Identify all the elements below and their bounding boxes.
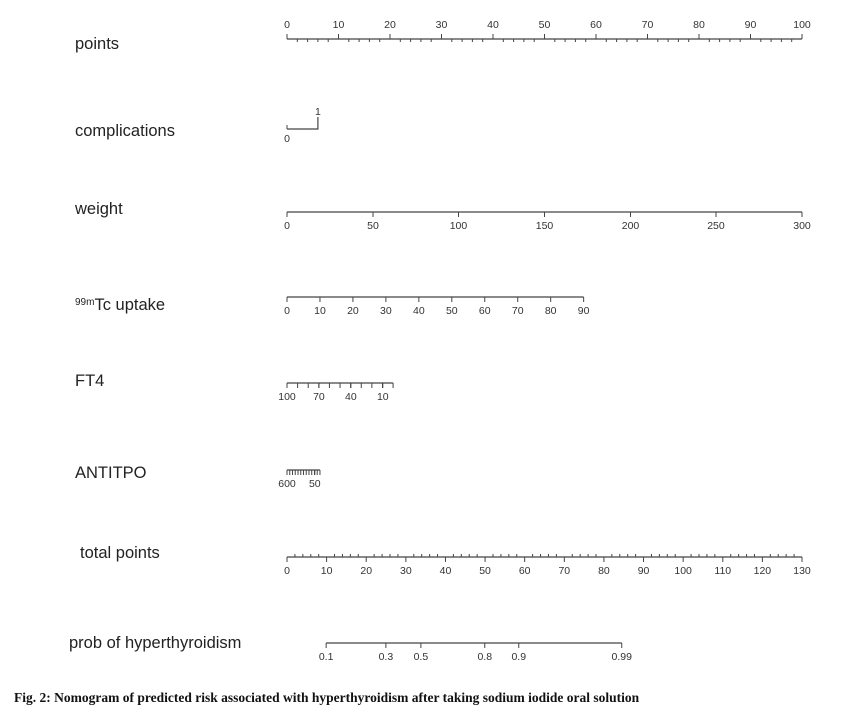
row-label-antitpo: ANTITPO	[75, 464, 147, 482]
tick-label-total_points-7: 70	[558, 565, 570, 577]
tick-label-points-5: 50	[539, 19, 551, 31]
tick-label-points-6: 60	[590, 19, 602, 31]
tick-label-points-2: 20	[384, 19, 396, 31]
tick-label-points-4: 40	[487, 19, 499, 31]
row-label-ft4: FT4	[75, 372, 104, 390]
tick-label-prob-0: 0.1	[319, 651, 334, 663]
tick-label-points-7: 70	[642, 19, 654, 31]
tick-label-points-3: 30	[436, 19, 448, 31]
tick-label-tc_uptake-4: 40	[413, 305, 425, 317]
tick-label-total_points-12: 120	[754, 565, 772, 577]
row-label-text-tc_uptake: Tc uptake	[94, 296, 165, 314]
axis-complications	[287, 117, 319, 130]
tick-label-total_points-3: 30	[400, 565, 412, 577]
tick-label-points-9: 90	[745, 19, 757, 31]
tick-label-prob-4: 0.9	[511, 651, 526, 663]
tick-label-tc_uptake-5: 50	[446, 305, 458, 317]
tick-label-tc_uptake-6: 60	[479, 305, 491, 317]
tick-label-points-1: 10	[333, 19, 345, 31]
tick-label-tc_uptake-3: 30	[380, 305, 392, 317]
tick-label-total_points-8: 80	[598, 565, 610, 577]
tick-label-complications-0: 0	[284, 133, 290, 145]
tick-label-tc_uptake-1: 10	[314, 305, 326, 317]
tick-label-weight-1: 50	[367, 220, 379, 232]
tick-label-weight-2: 100	[450, 220, 468, 232]
tick-label-total_points-13: 130	[793, 565, 811, 577]
row-label-prefix-tc_uptake: 99m	[75, 297, 94, 308]
tick-label-total_points-2: 20	[360, 565, 372, 577]
tick-label-points-0: 0	[284, 19, 290, 31]
row-label-complications: complications	[75, 122, 175, 140]
tick-label-weight-3: 150	[536, 220, 554, 232]
tick-label-prob-1: 0.3	[379, 651, 394, 663]
tick-label-tc_uptake-0: 0	[284, 305, 290, 317]
tick-label-total_points-11: 110	[714, 565, 731, 577]
tick-label-weight-6: 300	[793, 220, 811, 232]
tick-label-weight-5: 250	[707, 220, 725, 232]
tick-label-ft4-3: 10	[377, 391, 389, 403]
tick-label-tc_uptake-8: 80	[545, 305, 557, 317]
tick-label-antitpo-1: 50	[309, 478, 321, 490]
tick-label-weight-0: 0	[284, 220, 290, 232]
tick-label-prob-2: 0.5	[414, 651, 429, 663]
tick-label-antitpo-0: 600	[278, 478, 296, 490]
tick-label-tc_uptake-2: 20	[347, 305, 359, 317]
row-label-prob: prob of hyperthyroidism	[69, 634, 241, 652]
tick-label-ft4-1: 70	[313, 391, 325, 403]
tick-label-ft4-0: 100	[278, 391, 296, 403]
tick-label-total_points-1: 10	[321, 565, 333, 577]
row-label-tc_uptake: 99mTc uptake	[75, 296, 165, 314]
tick-label-total_points-9: 90	[638, 565, 650, 577]
tick-label-tc_uptake-9: 90	[578, 305, 590, 317]
row-label-points: points	[75, 35, 119, 53]
tick-label-total_points-0: 0	[284, 565, 290, 577]
tick-label-points-8: 80	[693, 19, 705, 31]
tick-label-prob-5: 0.99	[612, 651, 633, 663]
row-label-total_points: total points	[80, 544, 160, 562]
row-label-weight: weight	[74, 200, 123, 218]
tick-label-points-10: 100	[793, 19, 811, 31]
tick-label-prob-3: 0.8	[477, 651, 492, 663]
tick-label-weight-4: 200	[622, 220, 640, 232]
tick-label-total_points-4: 40	[440, 565, 452, 577]
tick-label-tc_uptake-7: 70	[512, 305, 524, 317]
tick-label-complications-1: 1	[315, 106, 321, 118]
figure-caption: Fig. 2: Nomogram of predicted risk assoc…	[14, 690, 640, 705]
tick-label-total_points-5: 50	[479, 565, 491, 577]
tick-label-total_points-6: 60	[519, 565, 531, 577]
tick-label-ft4-2: 40	[345, 391, 357, 403]
tick-label-total_points-10: 100	[674, 565, 692, 577]
